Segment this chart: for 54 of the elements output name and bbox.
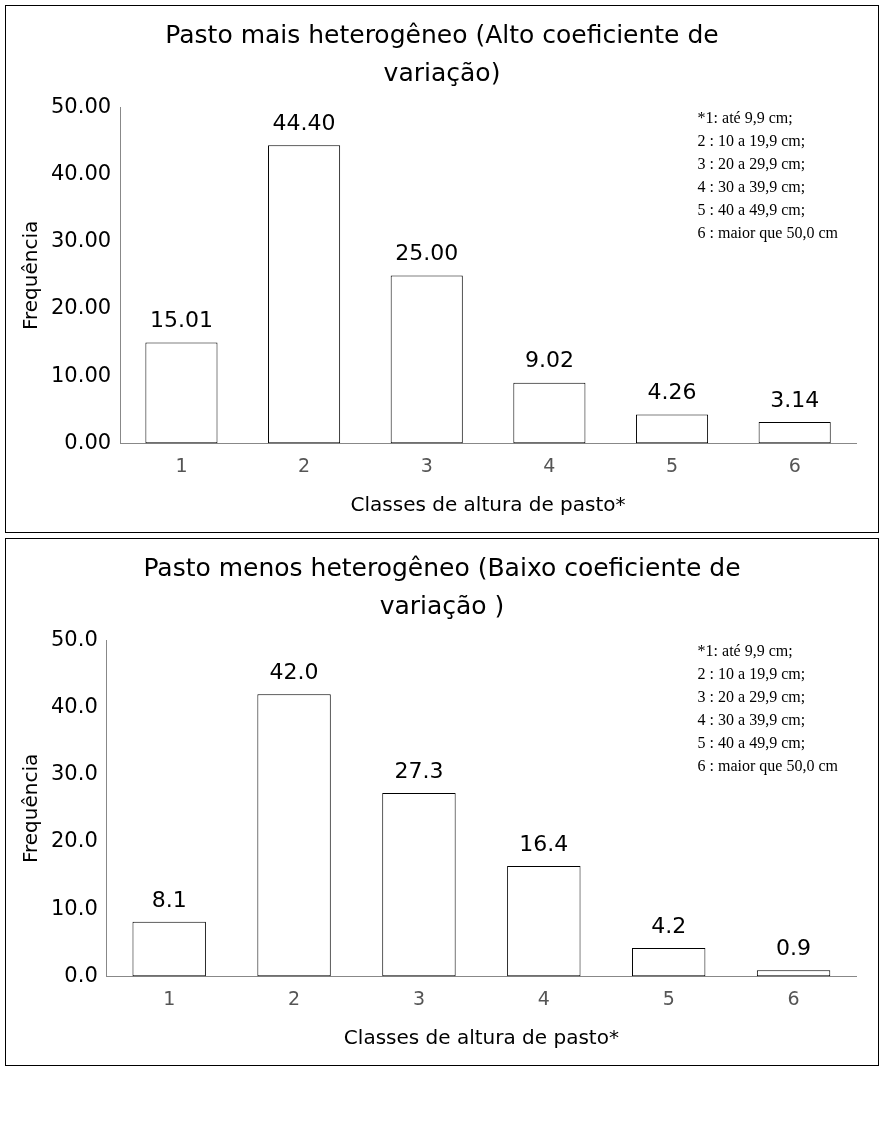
- data-label: 9.02: [524, 347, 574, 373]
- annotation: 4 : 30 a 39,9 cm;: [697, 177, 807, 197]
- data-label: 4.2: [651, 912, 687, 938]
- data-label: 27.3: [394, 757, 444, 783]
- data-label: 8.1: [151, 886, 187, 912]
- data-label: 3.14: [770, 386, 820, 412]
- annotation: 6 : maior que 50,0 cm: [697, 756, 838, 777]
- y-tick-label: 50.0: [50, 627, 98, 652]
- y-tick-label: 40.00: [50, 161, 112, 186]
- x-tick-label: 2: [288, 986, 301, 1009]
- data-label: 4.26: [647, 379, 697, 405]
- x-tick-label: 3: [412, 986, 425, 1009]
- y-axis-title: Frequência: [18, 753, 43, 864]
- y-tick-label: 50.00: [50, 94, 112, 119]
- annotation: 2 : 10 a 19,9 cm;: [697, 664, 807, 684]
- data-label: 0.9: [776, 934, 812, 960]
- y-tick-label: 0.00: [64, 429, 112, 454]
- y-tick-label: 30.0: [50, 761, 98, 786]
- x-tick-label: 5: [665, 453, 679, 476]
- y-tick-label: 10.00: [50, 362, 112, 387]
- x-tick-label: 2: [298, 453, 311, 476]
- annotation: 5 : 40 a 49,9 cm;: [697, 733, 807, 753]
- y-tick-label: 30.00: [50, 228, 112, 253]
- y-tick-label: 10.0: [50, 895, 98, 920]
- data-label: 15.01: [149, 307, 213, 333]
- x-tick-label: 6: [787, 986, 800, 1009]
- data-label: 16.4: [519, 830, 569, 856]
- x-axis-title: Classes de altura de pasto*: [343, 1025, 619, 1050]
- annotation: *1: até 9,9 cm;: [697, 641, 794, 661]
- x-axis-title: Classes de altura de pasto*: [350, 492, 626, 517]
- y-tick-label: 20.00: [50, 295, 112, 320]
- chart-title: Pasto mais heterogêneo (Alto coeficiente de variação): [164, 19, 720, 89]
- y-tick-label: 40.0: [50, 694, 98, 719]
- annotation: 3 : 20 a 29,9 cm;: [697, 154, 807, 174]
- x-tick-label: 4: [537, 986, 550, 1009]
- annotation: 4 : 30 a 39,9 cm;: [697, 710, 807, 730]
- y-axis-title: Frequência: [18, 220, 43, 331]
- x-tick-label: 1: [175, 453, 188, 476]
- annotation: 5 : 40 a 49,9 cm;: [697, 200, 807, 220]
- x-tick-label: 3: [420, 453, 433, 476]
- x-tick-label: 5: [662, 986, 675, 1009]
- x-tick-label: 4: [543, 453, 556, 476]
- data-label: 44.40: [272, 109, 336, 135]
- annotation: 2 : 10 a 19,9 cm;: [697, 131, 807, 151]
- annotation: *1: até 9,9 cm;: [697, 108, 794, 128]
- data-label: 25.00: [395, 240, 459, 266]
- x-tick-label: 1: [163, 986, 176, 1009]
- annotation: 3 : 20 a 29,9 cm;: [697, 687, 807, 707]
- x-tick-label: 6: [788, 453, 801, 476]
- y-tick-label: 20.0: [50, 828, 98, 853]
- data-label: 42.0: [269, 659, 319, 685]
- y-tick-label: 0.0: [64, 962, 98, 987]
- annotation: 6 : maior que 50,0 cm: [697, 223, 838, 244]
- chart-title: Pasto menos heterogêneo (Baixo coeficiente de variação ): [142, 552, 742, 622]
